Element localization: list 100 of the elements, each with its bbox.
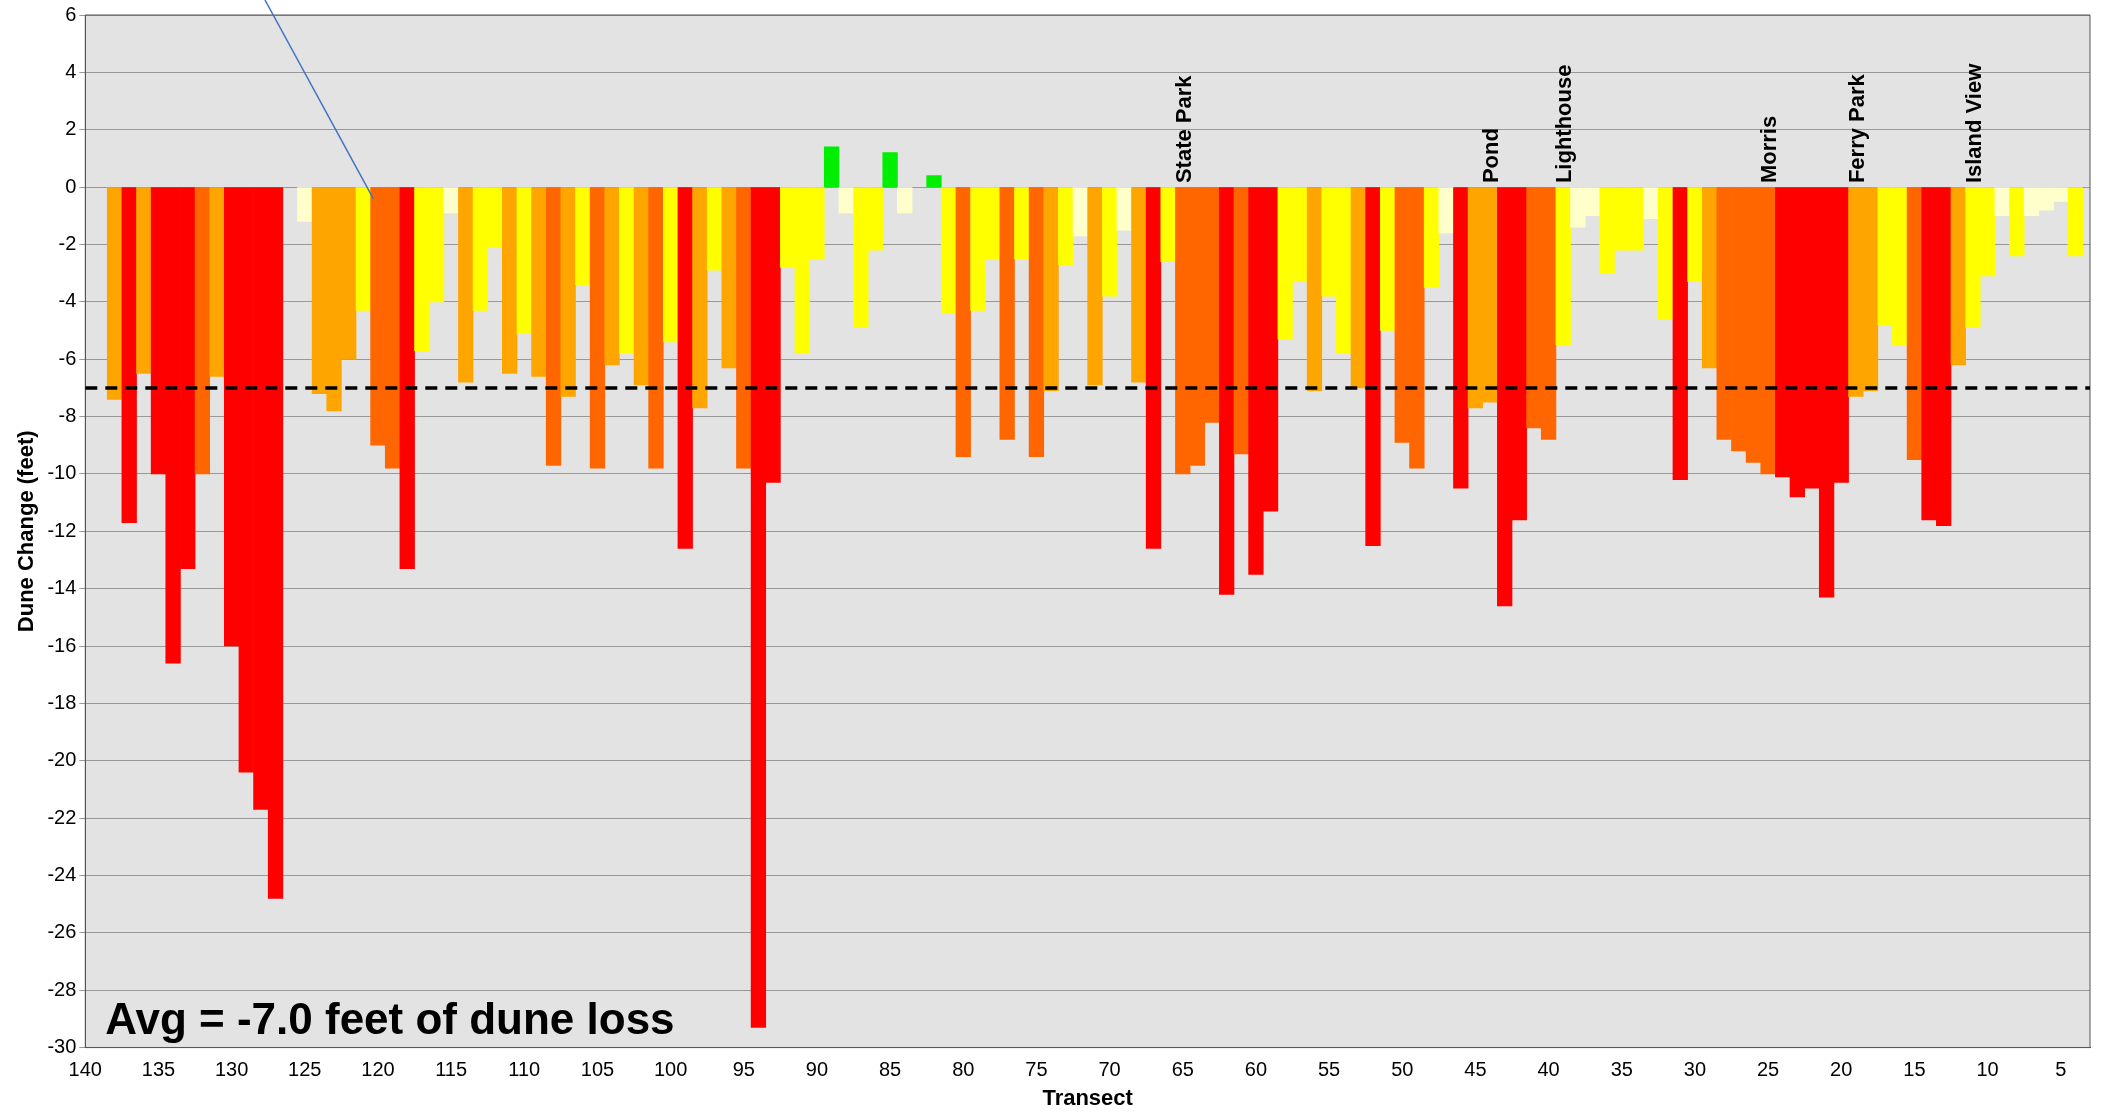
bar <box>516 187 532 334</box>
x-tick-label: 110 <box>508 1058 541 1081</box>
bar <box>1438 187 1454 234</box>
bar <box>443 187 459 214</box>
x-tick-label: 15 <box>1903 1058 1926 1081</box>
bar <box>209 187 225 377</box>
y-tick-label: -26 <box>47 920 77 943</box>
bar <box>926 175 942 187</box>
bar <box>560 187 576 397</box>
bar <box>1306 187 1323 392</box>
bar <box>1906 187 1923 460</box>
y-tick-label: 4 <box>65 59 77 82</box>
bar <box>706 187 723 271</box>
y-tick-label: -30 <box>47 1035 77 1058</box>
bar <box>633 187 649 386</box>
bar <box>999 187 1015 440</box>
bar <box>955 187 971 458</box>
y-tick-label: -20 <box>47 748 77 771</box>
bar <box>1072 187 1088 237</box>
bar <box>458 187 474 383</box>
bar <box>1555 187 1571 346</box>
bar <box>355 187 371 311</box>
x-tick-label: 70 <box>1098 1058 1121 1081</box>
bar <box>1043 187 1059 392</box>
annotation: Avg = -7.0 feet of dune loss <box>105 993 675 1043</box>
x-tick-label: 100 <box>653 1058 688 1081</box>
bar <box>1014 187 1030 260</box>
bar <box>2067 187 2084 257</box>
x-tick-label: 30 <box>1683 1058 1707 1081</box>
bar <box>1701 187 1718 369</box>
y-tick-label: -4 <box>58 289 77 312</box>
x-tick-label: 55 <box>1317 1058 1341 1081</box>
y-axis-title: Dune Change (feet) <box>13 430 39 633</box>
annotation: Lighthouse <box>1551 64 1577 184</box>
bar <box>589 187 606 469</box>
bar <box>882 152 898 187</box>
y-tick-label: -22 <box>47 805 77 828</box>
bar <box>1160 187 1176 263</box>
bar <box>1453 187 1469 489</box>
bar <box>106 187 123 400</box>
y-tick-label: -24 <box>47 863 77 886</box>
bar <box>1672 187 1688 480</box>
bar <box>604 187 620 366</box>
y-tick-label: -10 <box>47 461 77 484</box>
bar <box>194 187 211 475</box>
y-tick-label: -16 <box>47 633 77 656</box>
bar <box>399 187 415 569</box>
x-tick-label: 95 <box>732 1058 755 1081</box>
bar <box>1087 187 1103 386</box>
bar <box>2009 187 2025 257</box>
y-tick-label: -14 <box>47 576 77 599</box>
bar <box>1101 187 1118 297</box>
x-tick-label: 35 <box>1610 1058 1633 1081</box>
x-tick-label: 60 <box>1244 1058 1268 1081</box>
x-tick-label: 10 <box>1976 1058 1999 1081</box>
bar <box>662 187 679 343</box>
bar <box>502 187 518 374</box>
x-tick-label: 75 <box>1025 1058 1048 1081</box>
bar <box>838 187 854 214</box>
bar <box>1687 187 1703 283</box>
bar <box>648 187 664 469</box>
annotation: Ferry Park <box>1843 73 1869 184</box>
bar <box>1145 187 1162 549</box>
bar <box>531 187 547 377</box>
bar <box>1350 187 1367 389</box>
y-tick-label: -12 <box>47 518 77 541</box>
bar <box>619 187 635 354</box>
x-tick-label: 50 <box>1391 1058 1414 1081</box>
x-tick-label: 80 <box>952 1058 975 1081</box>
bar <box>1379 187 1396 331</box>
bar <box>1658 187 1674 320</box>
bar <box>1233 187 1249 455</box>
bar <box>1028 187 1045 458</box>
bar <box>823 146 840 187</box>
y-tick-label: 2 <box>65 117 77 140</box>
x-tick-label: 40 <box>1537 1058 1560 1081</box>
y-tick-label: -2 <box>58 231 77 254</box>
annotation: Pond <box>1478 128 1504 184</box>
bar <box>136 187 152 374</box>
bar <box>297 187 313 222</box>
annotation: Island View <box>1960 62 1986 184</box>
x-tick-label: 135 <box>141 1058 176 1081</box>
bar <box>1116 187 1132 231</box>
bar <box>1950 187 1966 366</box>
x-tick-label: 125 <box>288 1058 322 1081</box>
annotation: State Park <box>1170 74 1196 184</box>
x-tick-label: 140 <box>68 1058 102 1081</box>
bar <box>1643 187 1659 219</box>
bar <box>575 187 591 285</box>
bar <box>1365 187 1381 546</box>
x-tick-label: 5 <box>2055 1058 2067 1081</box>
bar <box>1131 187 1147 383</box>
bar <box>736 187 752 469</box>
x-tick-label: 115 <box>435 1058 468 1081</box>
bar <box>1219 187 1235 595</box>
y-tick-label: -28 <box>47 977 77 1000</box>
y-tick-label: -6 <box>58 346 77 369</box>
x-tick-label: 120 <box>361 1058 395 1081</box>
bar <box>692 187 708 409</box>
x-tick-label: 85 <box>878 1058 902 1081</box>
